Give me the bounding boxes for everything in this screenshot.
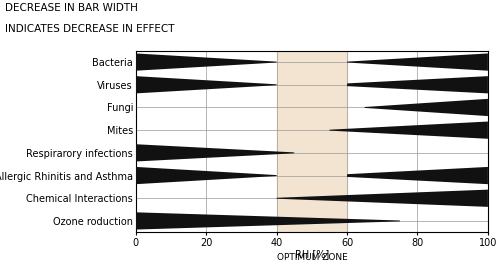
Polygon shape [347, 167, 488, 184]
Polygon shape [136, 53, 277, 71]
Polygon shape [277, 190, 488, 207]
Polygon shape [329, 121, 488, 139]
Polygon shape [136, 212, 400, 230]
Text: OPTIMUM ZONE: OPTIMUM ZONE [277, 253, 348, 262]
Polygon shape [136, 76, 277, 93]
Text: INDICATES DECREASE IN EFFECT: INDICATES DECREASE IN EFFECT [5, 24, 175, 34]
Polygon shape [136, 144, 294, 162]
Polygon shape [365, 99, 488, 116]
Text: DECREASE IN BAR WIDTH: DECREASE IN BAR WIDTH [5, 3, 138, 13]
Polygon shape [136, 167, 277, 184]
X-axis label: RH [%]: RH [%] [295, 249, 329, 259]
Bar [277, 51, 347, 232]
Polygon shape [347, 76, 488, 93]
Polygon shape [347, 53, 488, 71]
